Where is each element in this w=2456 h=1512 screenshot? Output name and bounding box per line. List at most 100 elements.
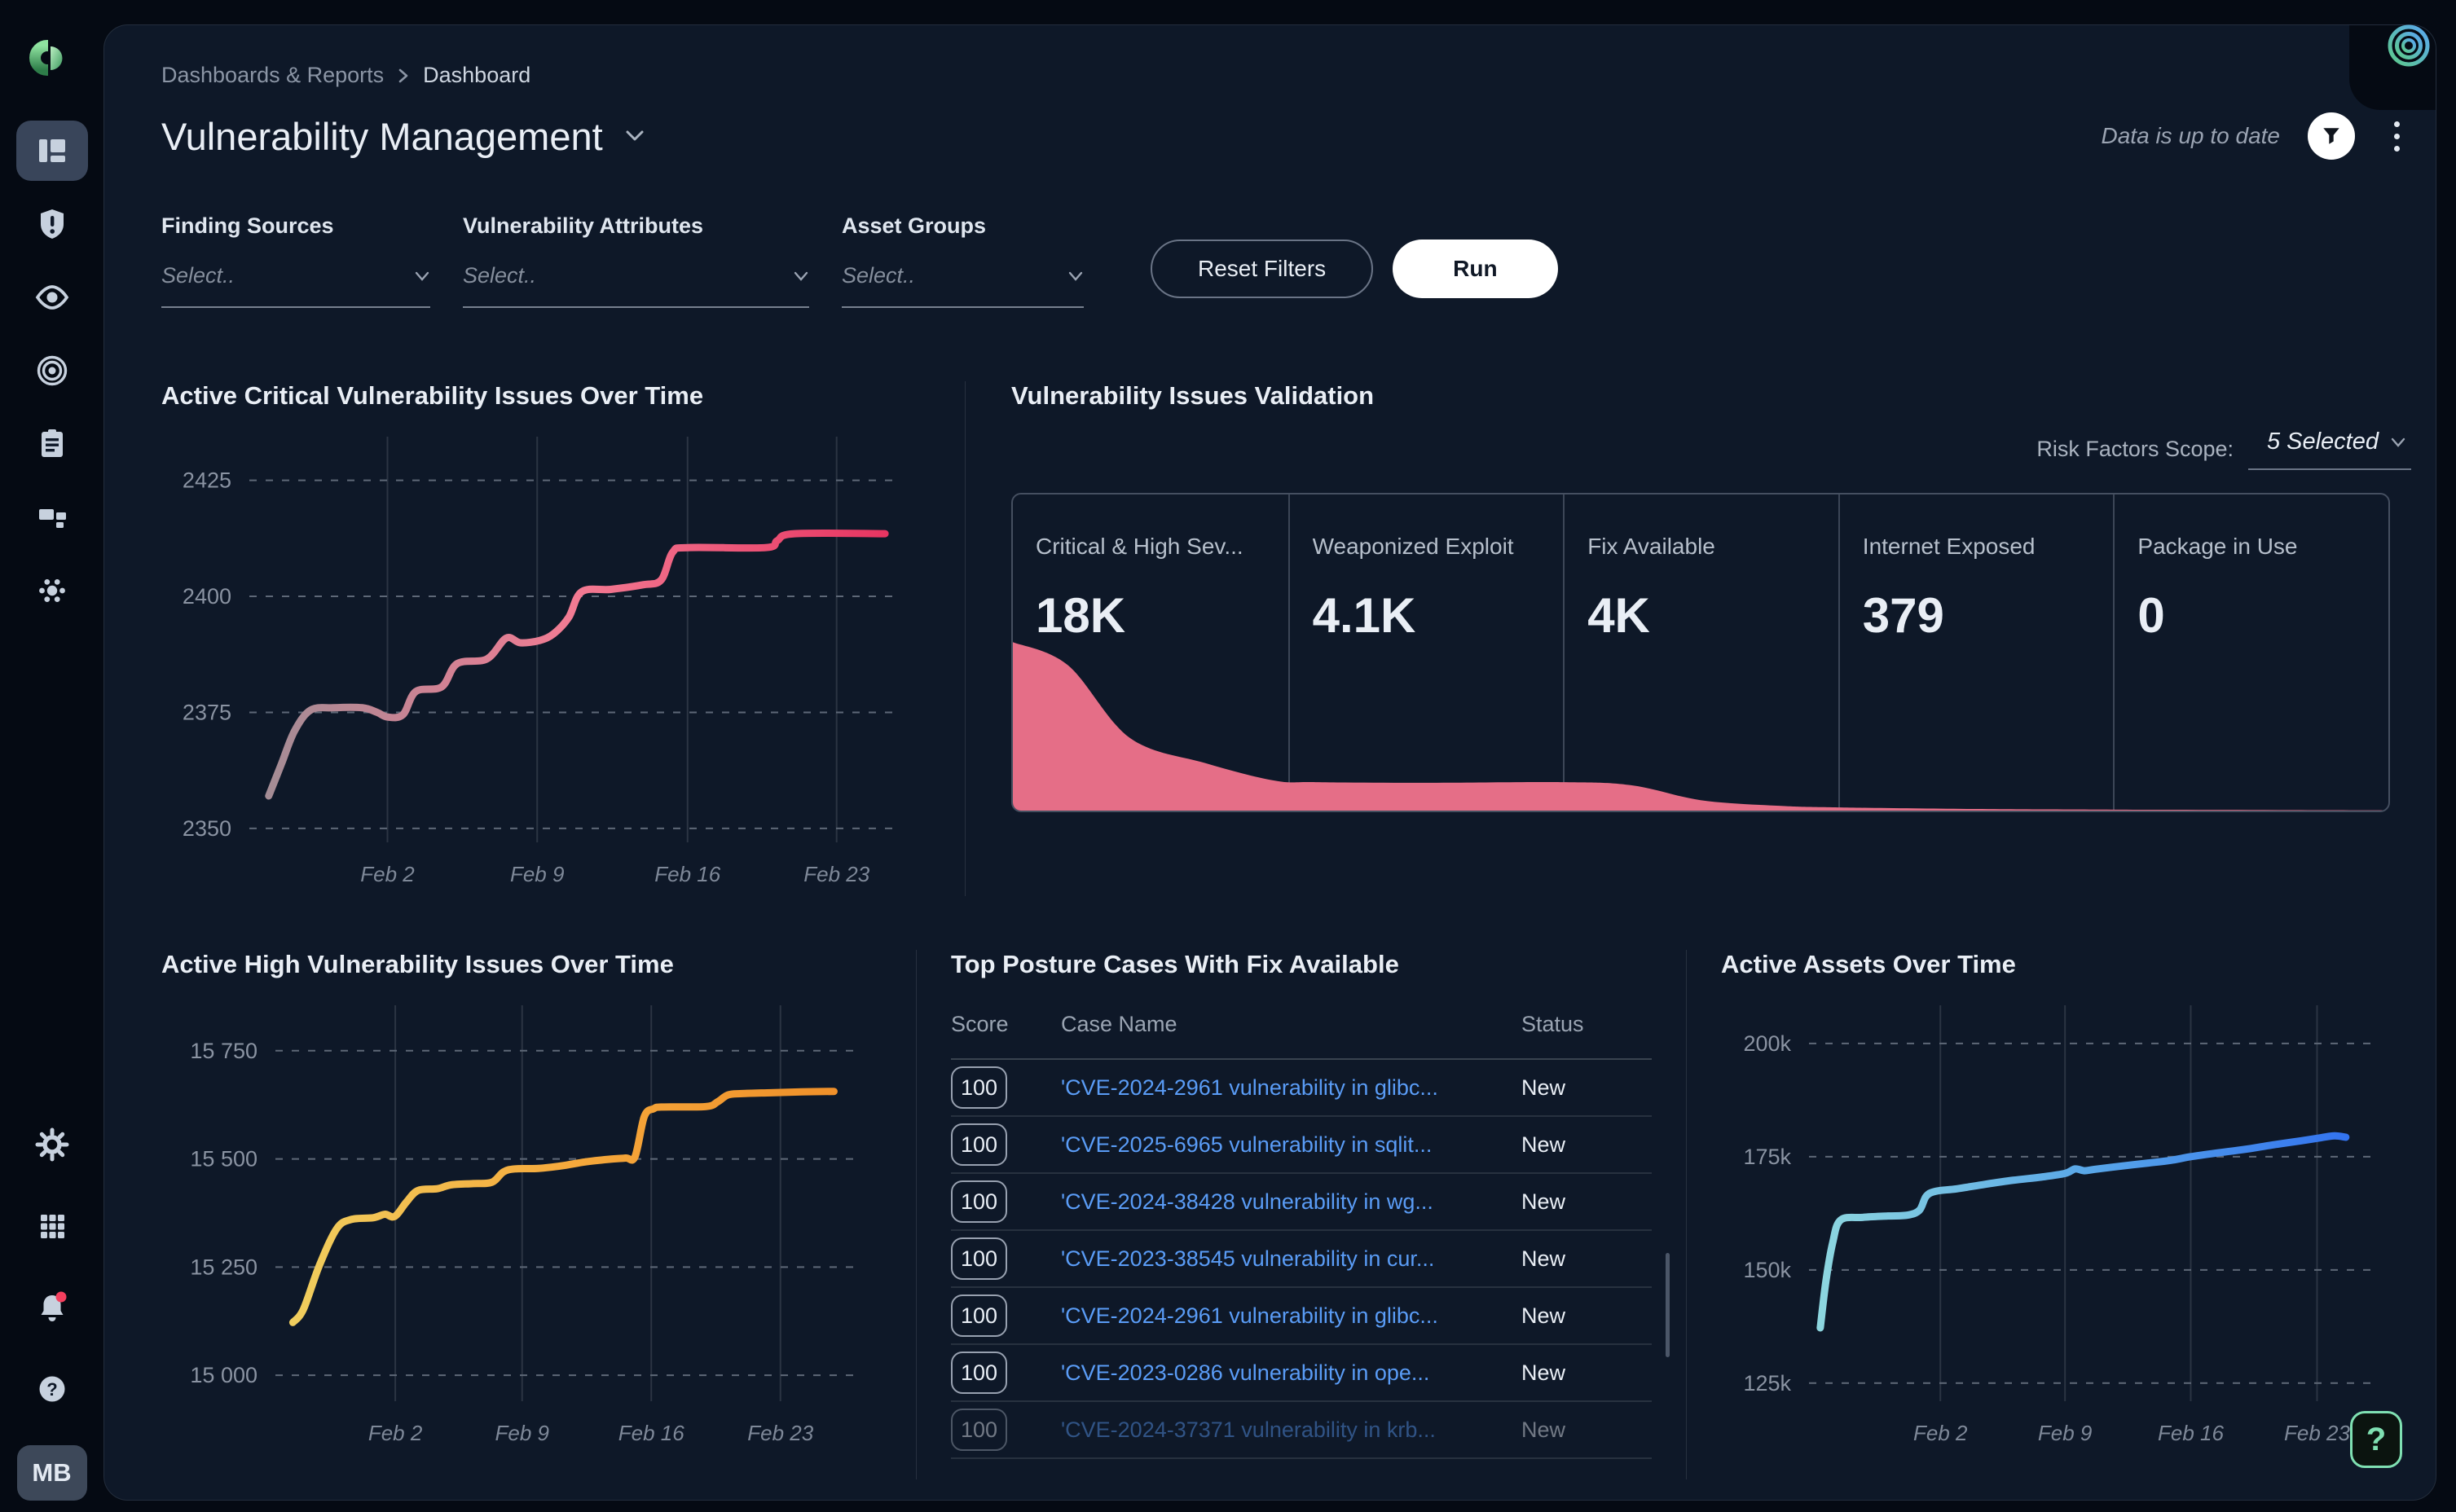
chevron-right-icon [398, 68, 408, 82]
risk-scope-value: 5 Selected [2266, 429, 2379, 455]
svg-text:?: ? [46, 1379, 57, 1400]
risk-scope-select[interactable]: 5 Selected [2248, 429, 2411, 470]
finding-sources-select[interactable]: Select.. [161, 263, 430, 308]
table-row[interactable]: 100 'CVE-2024-2961 vulnerability in glibc… [951, 1287, 1652, 1345]
asset-groups-select[interactable]: Select.. [842, 263, 1084, 308]
blocks-icon [38, 509, 66, 528]
card-value: 18K [1036, 588, 1126, 643]
sidebar-item-visibility[interactable] [16, 267, 88, 327]
case-link[interactable]: 'CVE-2025-6965 vulnerability in sqlit... [1061, 1132, 1433, 1157]
case-link[interactable]: 'CVE-2023-38545 vulnerability in cur... [1061, 1246, 1435, 1271]
breadcrumb-current[interactable]: Dashboard [423, 63, 531, 87]
validation-card-weaponized[interactable]: Weaponized Exploit 4.1K [1287, 494, 1564, 811]
chevron-down-icon [1068, 271, 1083, 281]
critical-issues-chart: Feb 2 Feb 9 Feb 16 Feb 23 2425 2400 2375 2350 [183, 437, 895, 886]
bottom-section: Active High Vulnerability Issues Over Ti… [161, 950, 2411, 1479]
column-header-case-name: Case Name [1061, 994, 1521, 1060]
filter-field-vulnerability-attributes: Vulnerability Attributes Select.. [463, 213, 809, 308]
report-icon [41, 429, 63, 457]
app-logo-icon [29, 36, 79, 80]
sidebar-bottom: ? MB [16, 1114, 88, 1501]
table-row[interactable]: 100 'CVE-2023-0286 vulnerability in ope..… [951, 1344, 1652, 1402]
high-issues-panel: Active High Vulnerability Issues Over Ti… [161, 950, 882, 1479]
sidebar-item-integrations[interactable] [16, 560, 88, 621]
app-logo[interactable] [25, 31, 79, 85]
risk-scope-label: Risk Factors Scope: [2036, 437, 2234, 461]
kebab-dot [2394, 121, 2400, 127]
sidebar-item-risk[interactable] [16, 194, 88, 254]
risk-scope: Risk Factors Scope: 5 Selected [2036, 429, 2411, 470]
kebab-dot [2394, 145, 2400, 152]
case-link[interactable]: 'CVE-2024-2961 vulnerability in glibc... [1061, 1075, 1438, 1100]
page-header: Dashboards & Reports Dashboard Vulnerabi… [161, 63, 2411, 160]
filter-button[interactable] [2308, 112, 2355, 160]
avatar[interactable]: MB [16, 1445, 87, 1501]
case-link[interactable]: 'CVE-2024-2961 vulnerability in glibc... [1061, 1303, 1438, 1328]
kebab-menu-button[interactable] [2383, 115, 2411, 158]
chart-title: Active High Vulnerability Issues Over Ti… [161, 950, 674, 978]
sidebar-item-notifications[interactable] [16, 1277, 88, 1338]
score-badge: 100 [951, 1237, 1008, 1280]
card-label: Fix Available [1587, 534, 1715, 559]
top-section: Active Critical Vulnerability Issues Ove… [161, 381, 2411, 896]
table-scrollbar[interactable] [1666, 1253, 1670, 1357]
vulnerability-attributes-select[interactable]: Select.. [463, 263, 809, 308]
card-label: Weaponized Exploit [1312, 534, 1514, 559]
svg-text:15 750: 15 750 [190, 1039, 257, 1063]
svg-text:Feb 9: Feb 9 [495, 1421, 549, 1445]
apps-grid-icon [40, 1215, 64, 1238]
sidebar-item-dashboards[interactable] [15, 121, 88, 181]
sidebar: ? MB [0, 0, 103, 1512]
card-value: 4.1K [1312, 588, 1416, 643]
table-row[interactable]: 100 'CVE-2024-38428 vulnerability in wg..… [951, 1173, 1652, 1231]
funnel-icon [2323, 128, 2339, 144]
sidebar-item-reports[interactable] [16, 414, 88, 474]
svg-text:Feb 2: Feb 2 [360, 862, 415, 886]
svg-text:Feb 23: Feb 23 [747, 1421, 813, 1445]
sidebar-item-attack-surface[interactable] [16, 341, 88, 401]
card-label: Internet Exposed [1862, 534, 2036, 559]
validation-card-critical-high[interactable]: Critical & High Sev... 18K [1013, 494, 1288, 811]
help-button[interactable]: ? [2350, 1411, 2402, 1468]
table-row[interactable]: 100 'CVE-2025-6965 vulnerability in sqlit… [951, 1116, 1652, 1174]
sidebar-item-inventory[interactable] [16, 487, 88, 547]
session-recording-indicator[interactable] [2386, 23, 2432, 73]
table-row[interactable]: 100 'CVE-2024-37371 vulnerability in krb.… [951, 1401, 1652, 1459]
card-label: Package in Use [2137, 534, 2298, 559]
breadcrumb-parent[interactable]: Dashboards & Reports [161, 63, 385, 87]
validation-card-internet-exposed[interactable]: Internet Exposed 379 [1838, 494, 2114, 811]
table-row[interactable]: 100 'CVE-2024-2961 vulnerability in glibc… [951, 1059, 1652, 1117]
select-placeholder: Select.. [161, 263, 235, 288]
svg-text:Feb 16: Feb 16 [654, 862, 720, 886]
svg-text:2425: 2425 [183, 468, 231, 493]
select-placeholder: Select.. [842, 263, 916, 288]
filter-buttons: Reset Filters Run [1151, 240, 1558, 298]
status-cell: New [1521, 1344, 1652, 1402]
table-title: Top Posture Cases With Fix Available [951, 950, 1399, 978]
validation-card-package-in-use[interactable]: Package in Use 0 [2113, 494, 2388, 811]
case-link[interactable]: 'CVE-2024-37371 vulnerability in krb... [1061, 1417, 1436, 1442]
dashboards-icon [38, 139, 65, 162]
score-badge: 100 [951, 1123, 1008, 1166]
table-row[interactable]: 100 'CVE-2023-38545 vulnerability in cur.… [951, 1230, 1652, 1288]
run-button[interactable]: Run [1393, 240, 1558, 298]
sidebar-item-settings[interactable] [16, 1114, 88, 1175]
filter-label: Vulnerability Attributes [463, 213, 704, 238]
column-header-score: Score [951, 994, 1061, 1060]
target-icon [37, 355, 67, 386]
case-link[interactable]: 'CVE-2024-38428 vulnerability in wg... [1061, 1189, 1433, 1214]
reset-filters-button[interactable]: Reset Filters [1151, 240, 1374, 298]
validation-card-fix-available[interactable]: Fix Available 4K [1563, 494, 1838, 811]
chevron-down-icon [415, 271, 429, 281]
chevron-down-icon [794, 271, 808, 281]
validation-panel: Vulnerability Issues Validation Risk Fac… [1011, 381, 2411, 896]
case-link[interactable]: 'CVE-2023-0286 vulnerability in ope... [1061, 1360, 1430, 1385]
status-cell: New [1521, 1230, 1652, 1288]
dashboard-selector[interactable]: Vulnerability Management [161, 114, 647, 159]
status-cell: New [1521, 1287, 1652, 1345]
svg-text:175k: 175k [1743, 1145, 1791, 1169]
sidebar-item-apps[interactable] [16, 1196, 88, 1256]
header-actions: Data is up to date [2102, 112, 2411, 160]
sidebar-item-help[interactable]: ? [16, 1359, 88, 1419]
